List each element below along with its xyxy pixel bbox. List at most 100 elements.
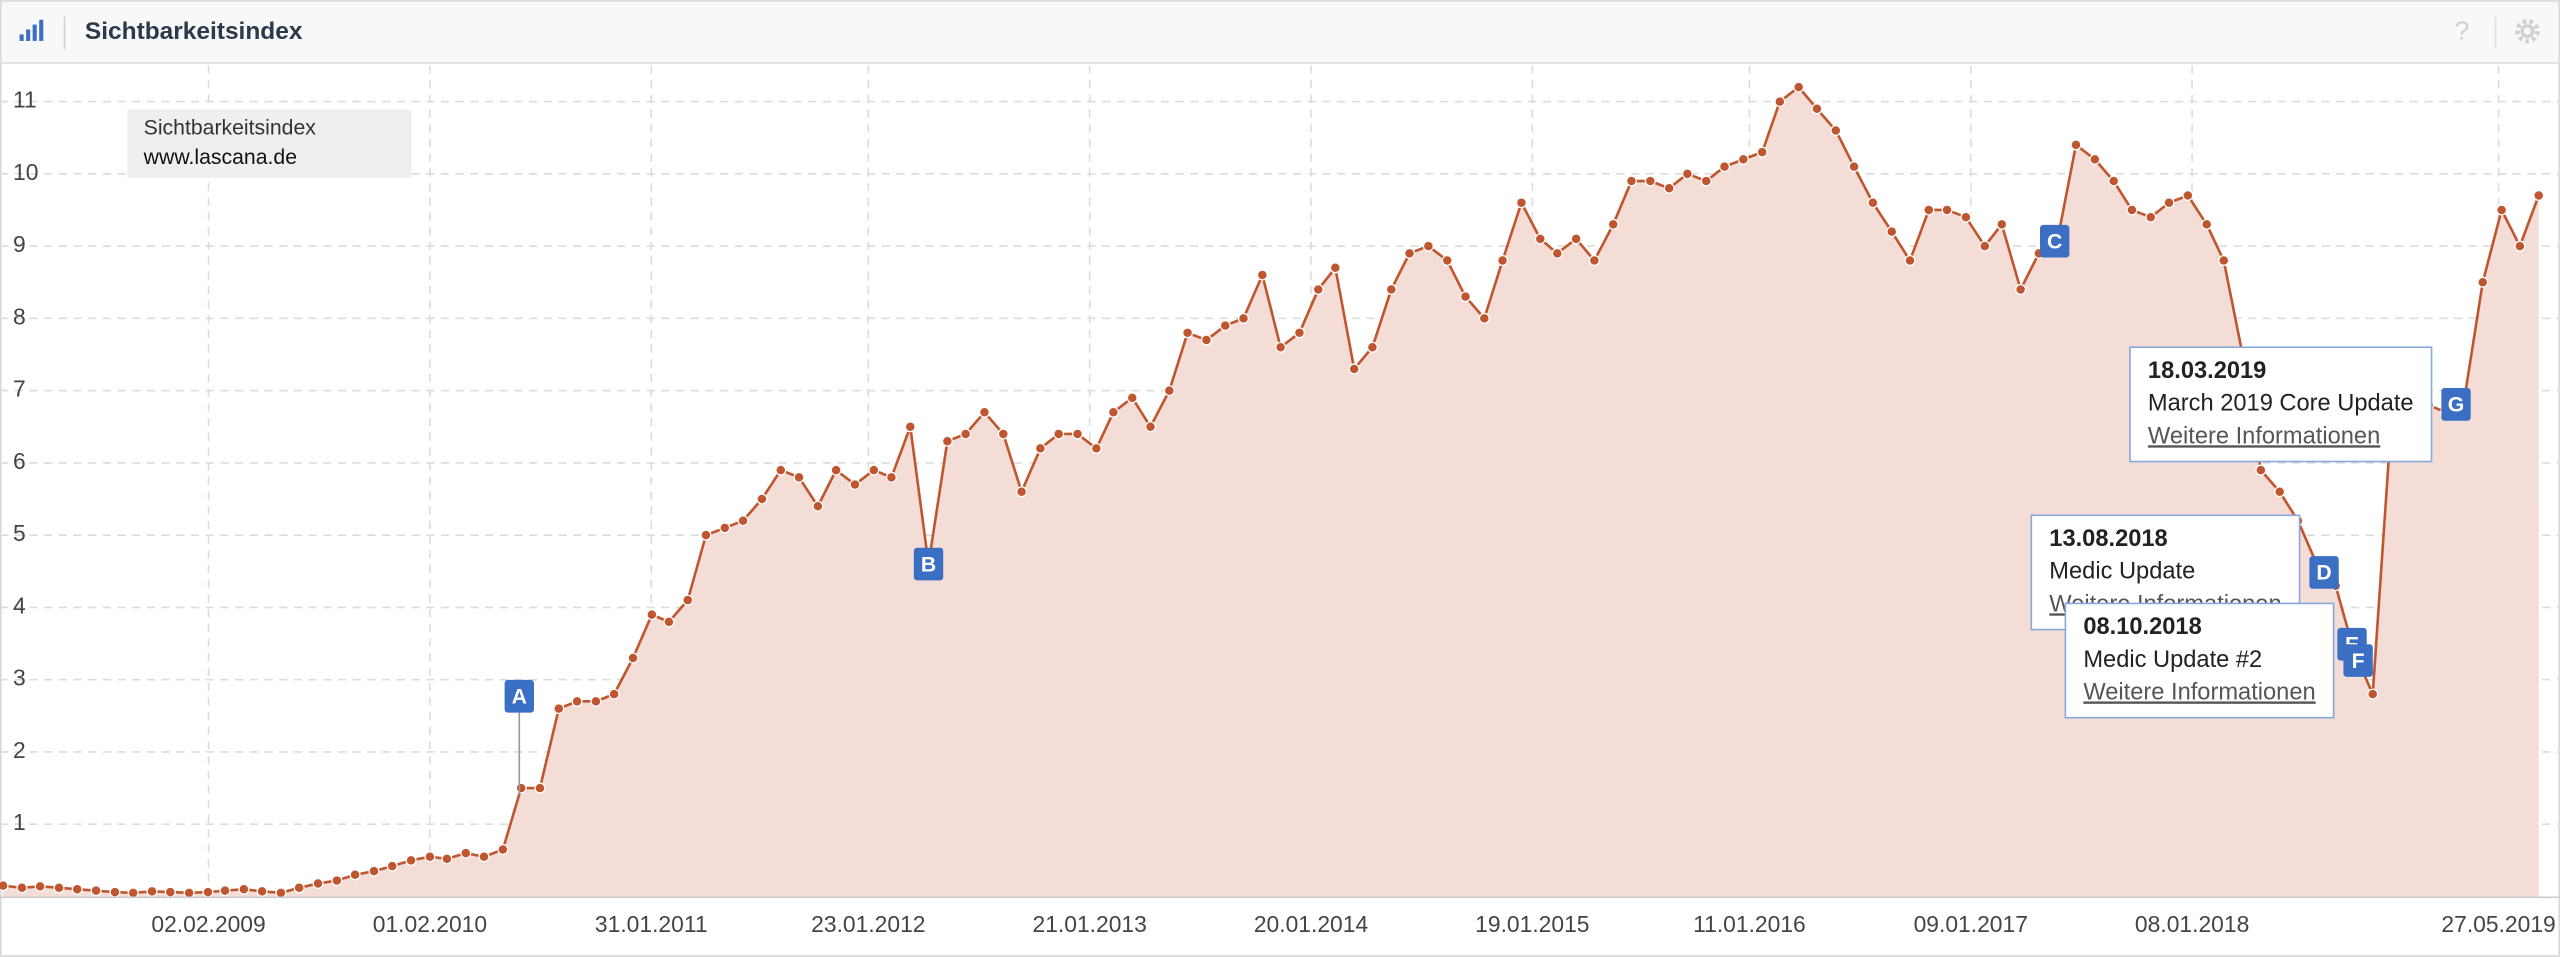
data-point (1126, 392, 1138, 404)
data-point (1681, 168, 1693, 180)
x-tick-label: 23.01.2012 (811, 911, 925, 937)
event-marker (2309, 556, 2339, 589)
data-point (1848, 161, 1860, 173)
data-point (1886, 226, 1898, 238)
data-point (627, 652, 639, 664)
x-tick-label: 19.01.2015 (1475, 911, 1589, 937)
event-marker (504, 679, 534, 713)
data-point (146, 885, 158, 897)
data-point (1867, 197, 1879, 209)
data-point (127, 887, 139, 899)
tooltip-link[interactable]: Weitere Informationen (2083, 679, 2315, 705)
data-point (997, 428, 1009, 440)
help-icon[interactable]: ? (2455, 16, 2470, 46)
data-point (737, 515, 749, 527)
data-point (904, 421, 916, 433)
y-tick-label: 4 (13, 592, 26, 618)
data-point (1071, 428, 1084, 440)
event-label: D (2316, 562, 2331, 585)
data-point (109, 886, 121, 898)
data-point (293, 882, 305, 894)
settings-icon[interactable] (2515, 18, 2540, 44)
y-tick-label: 3 (13, 665, 26, 691)
data-point (0, 880, 9, 892)
y-tick-label: 1 (13, 809, 26, 835)
data-point (2089, 153, 2101, 165)
y-tick-label: 2 (13, 737, 26, 763)
data-point (719, 522, 731, 534)
y-tick-label: 11 (13, 87, 37, 113)
x-tick-label: 02.02.2009 (151, 911, 265, 937)
data-point (1830, 124, 1842, 137)
tooltip-date: 18.03.2019 (2148, 358, 2266, 384)
data-point (1497, 254, 1509, 267)
data-point (1385, 283, 1397, 296)
data-point (331, 875, 343, 887)
data-point (1515, 197, 1527, 209)
data-point (1941, 204, 1953, 216)
event-tooltip: 18.03.2019 March 2019 Core Update Weitere … (2129, 346, 2433, 463)
data-point (1219, 320, 1231, 332)
data-point (978, 406, 991, 418)
data-point (164, 886, 176, 898)
data-point (202, 886, 214, 898)
data-point (1053, 428, 1065, 440)
data-point (1459, 291, 1472, 303)
data-point (1607, 218, 1619, 230)
data-point (441, 853, 453, 865)
data-point (960, 428, 972, 440)
event-marker (2343, 644, 2373, 677)
data-point (386, 860, 398, 872)
x-tick-label: 27.05.2019 (2441, 911, 2555, 937)
y-tick-label: 7 (13, 376, 26, 402)
y-tick-label: 6 (13, 448, 26, 474)
x-tick-label: 01.02.2010 (373, 911, 487, 937)
area (3, 87, 2539, 897)
y-tick-label: 5 (13, 520, 26, 546)
data-point (1163, 385, 1175, 397)
data-point (756, 493, 768, 505)
data-point (849, 479, 861, 491)
data-point (1588, 254, 1600, 267)
tooltip-date: 08.10.2018 (2083, 614, 2201, 640)
data-point (885, 471, 897, 483)
data-point (812, 500, 824, 512)
event-marker (2441, 388, 2471, 421)
data-point (1774, 96, 1786, 108)
tooltip-name: Medic Update (2049, 559, 2195, 585)
data-point (1551, 247, 1563, 259)
event-label: A (512, 685, 527, 708)
data-point (1478, 312, 1490, 324)
data-point (424, 851, 436, 863)
data-point (2070, 139, 2082, 151)
data-point (700, 529, 712, 541)
data-point (1403, 247, 1416, 259)
data-point (2533, 189, 2545, 202)
data-point (2015, 283, 2027, 296)
data-point (2496, 204, 2508, 216)
data-point (1237, 312, 1250, 324)
data-point (1182, 327, 1194, 339)
data-point (775, 464, 787, 476)
data-point (1979, 240, 1991, 252)
data-point (1811, 103, 1823, 115)
data-point (1700, 175, 1712, 187)
y-tick-label: 9 (13, 231, 26, 257)
x-tick-label: 08.01.2018 (2135, 911, 2249, 937)
data-point (1090, 442, 1102, 454)
data-point (1107, 406, 1119, 418)
header (1, 1, 2559, 63)
data-point (1016, 486, 1028, 498)
data-point (1256, 269, 1268, 281)
data-point (460, 847, 472, 859)
data-point (1570, 233, 1582, 245)
tooltip-link[interactable]: Weitere Informationen (2148, 423, 2380, 449)
data-point (16, 882, 28, 894)
data-point (2477, 276, 2489, 288)
data-point (1793, 81, 1805, 93)
x-tick-label: 09.01.2017 (1914, 911, 2028, 937)
data-point (34, 880, 46, 892)
data-point (256, 885, 268, 897)
data-point (349, 869, 361, 881)
event-label: F (2352, 650, 2365, 673)
